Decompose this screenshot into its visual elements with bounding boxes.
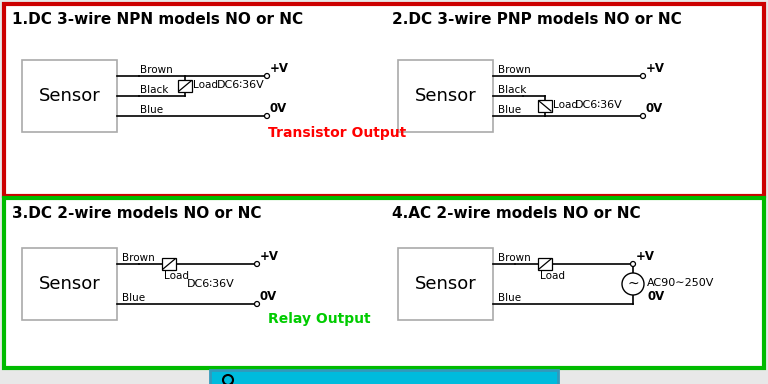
Bar [162,258,176,270]
Text: ~: ~ [627,277,639,291]
Text: 0V: 0V [646,102,664,115]
Text: Load: Load [193,80,218,90]
Text: Brown: Brown [140,65,173,75]
Bar [4,198,764,368]
Circle shape [641,73,645,78]
Text: Brown: Brown [498,65,531,75]
Text: www.lorentzzi.com: www.lorentzzi.com [318,372,480,384]
Text: 4.AC 2-wire models NO or NC: 4.AC 2-wire models NO or NC [392,206,641,221]
Text: Blue: Blue [498,105,521,115]
Text: Load: Load [540,271,565,281]
Text: 2.DC 3-wire PNP models NO or NC: 2.DC 3-wire PNP models NO or NC [392,12,682,27]
Text: Sensor: Sensor [38,275,101,293]
Text: DC6∶36V: DC6∶36V [187,279,235,289]
Text: Black: Black [140,85,168,95]
Bar [538,100,552,112]
Bar [210,370,558,384]
Text: 0V: 0V [270,102,287,115]
Text: 3.DC 2-wire models NO or NC: 3.DC 2-wire models NO or NC [12,206,261,221]
Circle shape [622,273,644,295]
Text: Blue: Blue [498,293,521,303]
Bar [398,248,493,320]
Text: Relay Output: Relay Output [268,312,371,326]
Text: +V: +V [646,62,665,75]
Text: Sensor: Sensor [415,275,476,293]
Bar [398,60,493,132]
Text: 0V: 0V [260,290,277,303]
Text: 0V: 0V [647,290,664,303]
Text: Blue: Blue [122,293,145,303]
Text: Blue: Blue [140,105,163,115]
Text: DC6∶36V: DC6∶36V [575,100,623,110]
Text: +V: +V [260,250,279,263]
Text: +V: +V [270,62,289,75]
Text: Transistor Output: Transistor Output [268,126,406,140]
Circle shape [631,262,635,266]
Circle shape [254,301,260,306]
Text: Black: Black [498,85,526,95]
Text: 1.DC 3-wire NPN models NO or NC: 1.DC 3-wire NPN models NO or NC [12,12,303,27]
Text: Load: Load [553,100,578,110]
Bar [178,80,192,92]
Circle shape [641,114,645,119]
Text: AC90∼250V: AC90∼250V [647,278,714,288]
Circle shape [264,114,270,119]
Text: DC6∶36V: DC6∶36V [217,80,265,90]
Circle shape [254,262,260,266]
Text: Load: Load [164,271,189,281]
Text: Brown: Brown [122,253,154,263]
Bar [538,258,552,270]
Text: Sensor: Sensor [38,87,101,105]
Bar [4,4,764,196]
Text: +V: +V [636,250,655,263]
Circle shape [264,73,270,78]
Bar [22,60,117,132]
Bar [22,248,117,320]
Text: Brown: Brown [498,253,531,263]
Text: Sensor: Sensor [415,87,476,105]
